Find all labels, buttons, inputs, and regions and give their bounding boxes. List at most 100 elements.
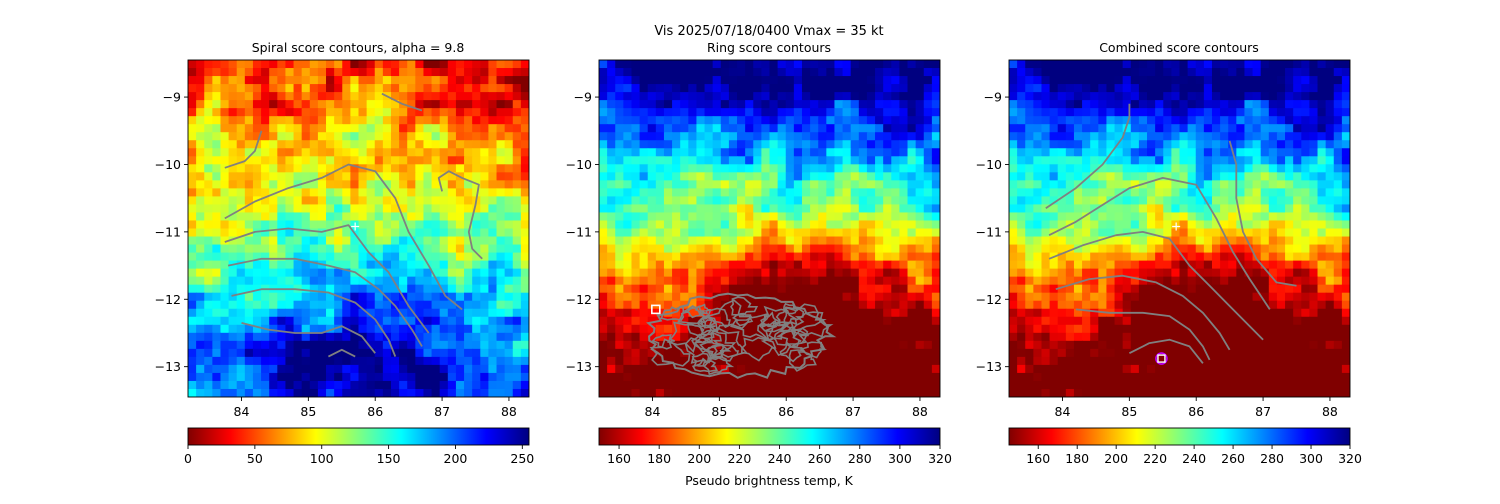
heatmap-cell <box>786 108 795 117</box>
heatmap-cell <box>334 156 343 165</box>
heatmap-cell <box>480 220 489 229</box>
heatmap-cell <box>794 357 803 366</box>
heatmap-cell <box>1041 172 1050 181</box>
heatmap-cell <box>672 261 681 270</box>
heatmap-cell <box>1261 285 1270 294</box>
heatmap-cell <box>1277 172 1286 181</box>
heatmap-cell <box>656 365 665 374</box>
heatmap-cell <box>1261 140 1270 149</box>
heatmap-cell <box>932 341 941 350</box>
heatmap-cell <box>737 92 746 101</box>
heatmap-cell <box>851 301 860 310</box>
heatmap-cell <box>1318 293 1327 302</box>
heatmap-cell <box>1204 220 1213 229</box>
heatmap-cell <box>794 116 803 125</box>
heatmap-cell <box>834 349 843 358</box>
heatmap-cell <box>1090 220 1099 229</box>
heatmap-cell <box>1196 124 1205 133</box>
heatmap-cell <box>899 204 908 213</box>
heatmap-cell <box>1180 148 1189 157</box>
heatmap-cell <box>664 60 673 69</box>
heatmap-cell <box>334 84 343 93</box>
heatmap-cell <box>1212 196 1221 205</box>
heatmap-cell <box>375 277 384 286</box>
heatmap-cell <box>1090 156 1099 165</box>
heatmap-cell <box>753 84 762 93</box>
heatmap-cell <box>480 285 489 294</box>
heatmap-cell <box>932 237 941 246</box>
heatmap-cell <box>1261 108 1270 117</box>
heatmap-cell <box>696 261 705 270</box>
heatmap-cell <box>407 293 416 302</box>
heatmap-cell <box>237 349 246 358</box>
heatmap-cell <box>1171 253 1180 262</box>
heatmap-cell <box>1123 76 1132 85</box>
heatmap-cell <box>899 325 908 334</box>
heatmap-cell <box>513 188 522 197</box>
heatmap-cell <box>908 172 917 181</box>
heatmap-cell <box>1204 253 1213 262</box>
heatmap-cell <box>1017 84 1026 93</box>
heatmap-cell <box>607 357 616 366</box>
heatmap-cell <box>204 140 213 149</box>
heatmap-cell <box>721 220 730 229</box>
heatmap-cell <box>1326 261 1335 270</box>
heatmap-cell <box>261 172 270 181</box>
heatmap-cell <box>640 245 649 254</box>
heatmap-cell <box>448 325 457 334</box>
heatmap-cell <box>1253 156 1262 165</box>
heatmap-cell <box>407 349 416 358</box>
heatmap-cell <box>448 76 457 85</box>
heatmap-cell <box>464 333 473 342</box>
heatmap-cell <box>1139 212 1148 221</box>
heatmap-cell <box>1155 124 1164 133</box>
heatmap-cell <box>851 100 860 109</box>
heatmap-cell <box>302 269 311 278</box>
heatmap-cell <box>745 92 754 101</box>
heatmap-cell <box>883 245 892 254</box>
heatmap-cell <box>423 124 432 133</box>
heatmap-cell <box>761 188 770 197</box>
heatmap-cell <box>513 196 522 205</box>
heatmap-cell <box>640 293 649 302</box>
colorbar-tick-label: 100 <box>310 451 334 466</box>
heatmap-cell <box>1301 253 1310 262</box>
heatmap-cell <box>891 349 900 358</box>
heatmap-cell <box>188 132 197 141</box>
heatmap-cell <box>342 76 351 85</box>
heatmap-cell <box>294 84 303 93</box>
heatmap-cell <box>875 132 884 141</box>
heatmap-cell <box>826 341 835 350</box>
heatmap-cell <box>521 180 530 189</box>
heatmap-cell <box>688 84 697 93</box>
heatmap-cell <box>721 132 730 141</box>
heatmap-cell <box>220 172 229 181</box>
heatmap-cell <box>1050 92 1059 101</box>
heatmap-cell <box>1009 220 1018 229</box>
heatmap-cell <box>834 204 843 213</box>
heatmap-cell <box>867 309 876 318</box>
heatmap-cell <box>505 253 514 262</box>
heatmap-cell <box>375 341 384 350</box>
heatmap-cell <box>423 349 432 358</box>
heatmap-cell <box>1033 245 1042 254</box>
heatmap-cell <box>196 212 205 221</box>
heatmap-cell <box>521 357 530 366</box>
heatmap-cell <box>1220 180 1229 189</box>
heatmap-cell <box>883 140 892 149</box>
heatmap-cell <box>432 148 441 157</box>
heatmap-cell <box>1301 196 1310 205</box>
heatmap-cell <box>908 76 917 85</box>
heatmap-cell <box>480 373 489 382</box>
heatmap-cell <box>924 333 933 342</box>
heatmap-cell <box>1301 140 1310 149</box>
heatmap-cell <box>407 341 416 350</box>
heatmap-cell <box>883 237 892 246</box>
heatmap-cell <box>1066 269 1075 278</box>
heatmap-cell <box>713 188 722 197</box>
heatmap-cell <box>1090 212 1099 221</box>
heatmap-cell <box>1098 132 1107 141</box>
heatmap-cell <box>440 253 449 262</box>
heatmap-cell <box>212 293 221 302</box>
heatmap-cell <box>1188 164 1197 173</box>
